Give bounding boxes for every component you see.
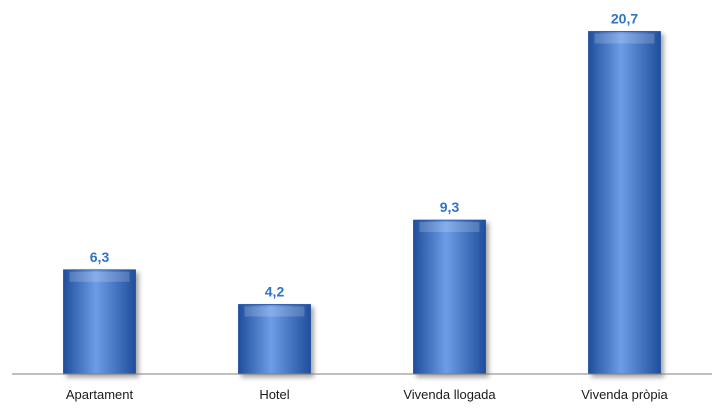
value-label: 9,3 — [440, 199, 460, 215]
bars-layer — [63, 31, 661, 375]
bar-highlight — [244, 306, 305, 317]
value-label: 20,7 — [611, 11, 638, 27]
category-label: Apartament — [66, 387, 134, 402]
bar-vivenda-pr-pia — [588, 31, 661, 375]
bar-apartament — [63, 269, 136, 375]
bar-hotel — [238, 304, 311, 375]
category-label: Vivenda llogada — [403, 387, 496, 402]
category-label: Hotel — [259, 387, 289, 402]
labels-layer: 6,3 Apartament 4,2 Hotel 9,3 Vivenda llogada 2… — [66, 11, 669, 403]
bar-highlight — [594, 33, 655, 44]
category-label: Vivenda pròpia — [581, 387, 668, 402]
bar-highlight — [69, 271, 130, 282]
value-label: 4,2 — [265, 284, 285, 300]
bar-highlight — [419, 222, 480, 233]
bar-vivenda-llogada — [413, 219, 486, 375]
value-label: 6,3 — [90, 249, 110, 265]
